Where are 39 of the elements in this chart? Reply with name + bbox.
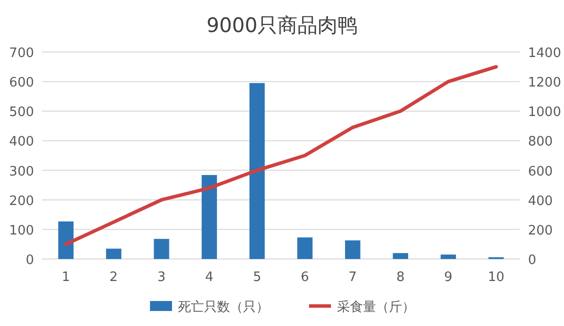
y2-tick-label: 0 [528,253,536,268]
bar [392,253,408,259]
y2-tick-label: 1400 [528,46,562,61]
bar [440,254,456,259]
y2-tick-label: 1200 [528,76,562,91]
legend-label: 采食量（斤） [337,300,415,315]
x-tick-label: 8 [396,270,405,285]
y2-tick-label: 600 [528,164,553,180]
bar [345,240,360,259]
x-tick-label: 6 [300,270,310,285]
x-tick-label: 3 [157,270,166,285]
bar [154,238,170,259]
x-tick-label: 2 [110,270,118,285]
bar [297,237,313,259]
y-tick-label: 700 [9,46,34,61]
legend-label: 死亡只数（只） [178,299,269,315]
y2-tick-label: 800 [528,134,553,150]
y-tick-label: 500 [9,105,34,120]
bar [249,83,265,259]
x-tick-label: 5 [252,270,262,285]
y2-tick-label: 200 [528,223,553,238]
bar [106,248,122,259]
y-tick-label: 300 [9,164,34,180]
x-tick-label: 9 [444,270,452,285]
y-tick-label: 100 [9,223,34,238]
y2-tick-label: 1000 [528,105,562,120]
x-tick-label: 7 [348,270,357,285]
bar [58,221,74,259]
chart-title: 9000只商品肉鸭 [206,13,358,37]
bar [202,175,217,259]
y-tick-label: 200 [9,194,34,209]
x-tick-label: 1 [62,270,70,285]
y-tick-label: 400 [9,134,34,150]
y-tick-label: 600 [9,76,34,91]
y2-tick-label: 400 [528,194,553,209]
x-tick-label: 10 [488,270,504,285]
line-series [64,65,498,246]
y-tick-label: 0 [26,253,34,268]
x-tick-label: 4 [205,270,214,285]
